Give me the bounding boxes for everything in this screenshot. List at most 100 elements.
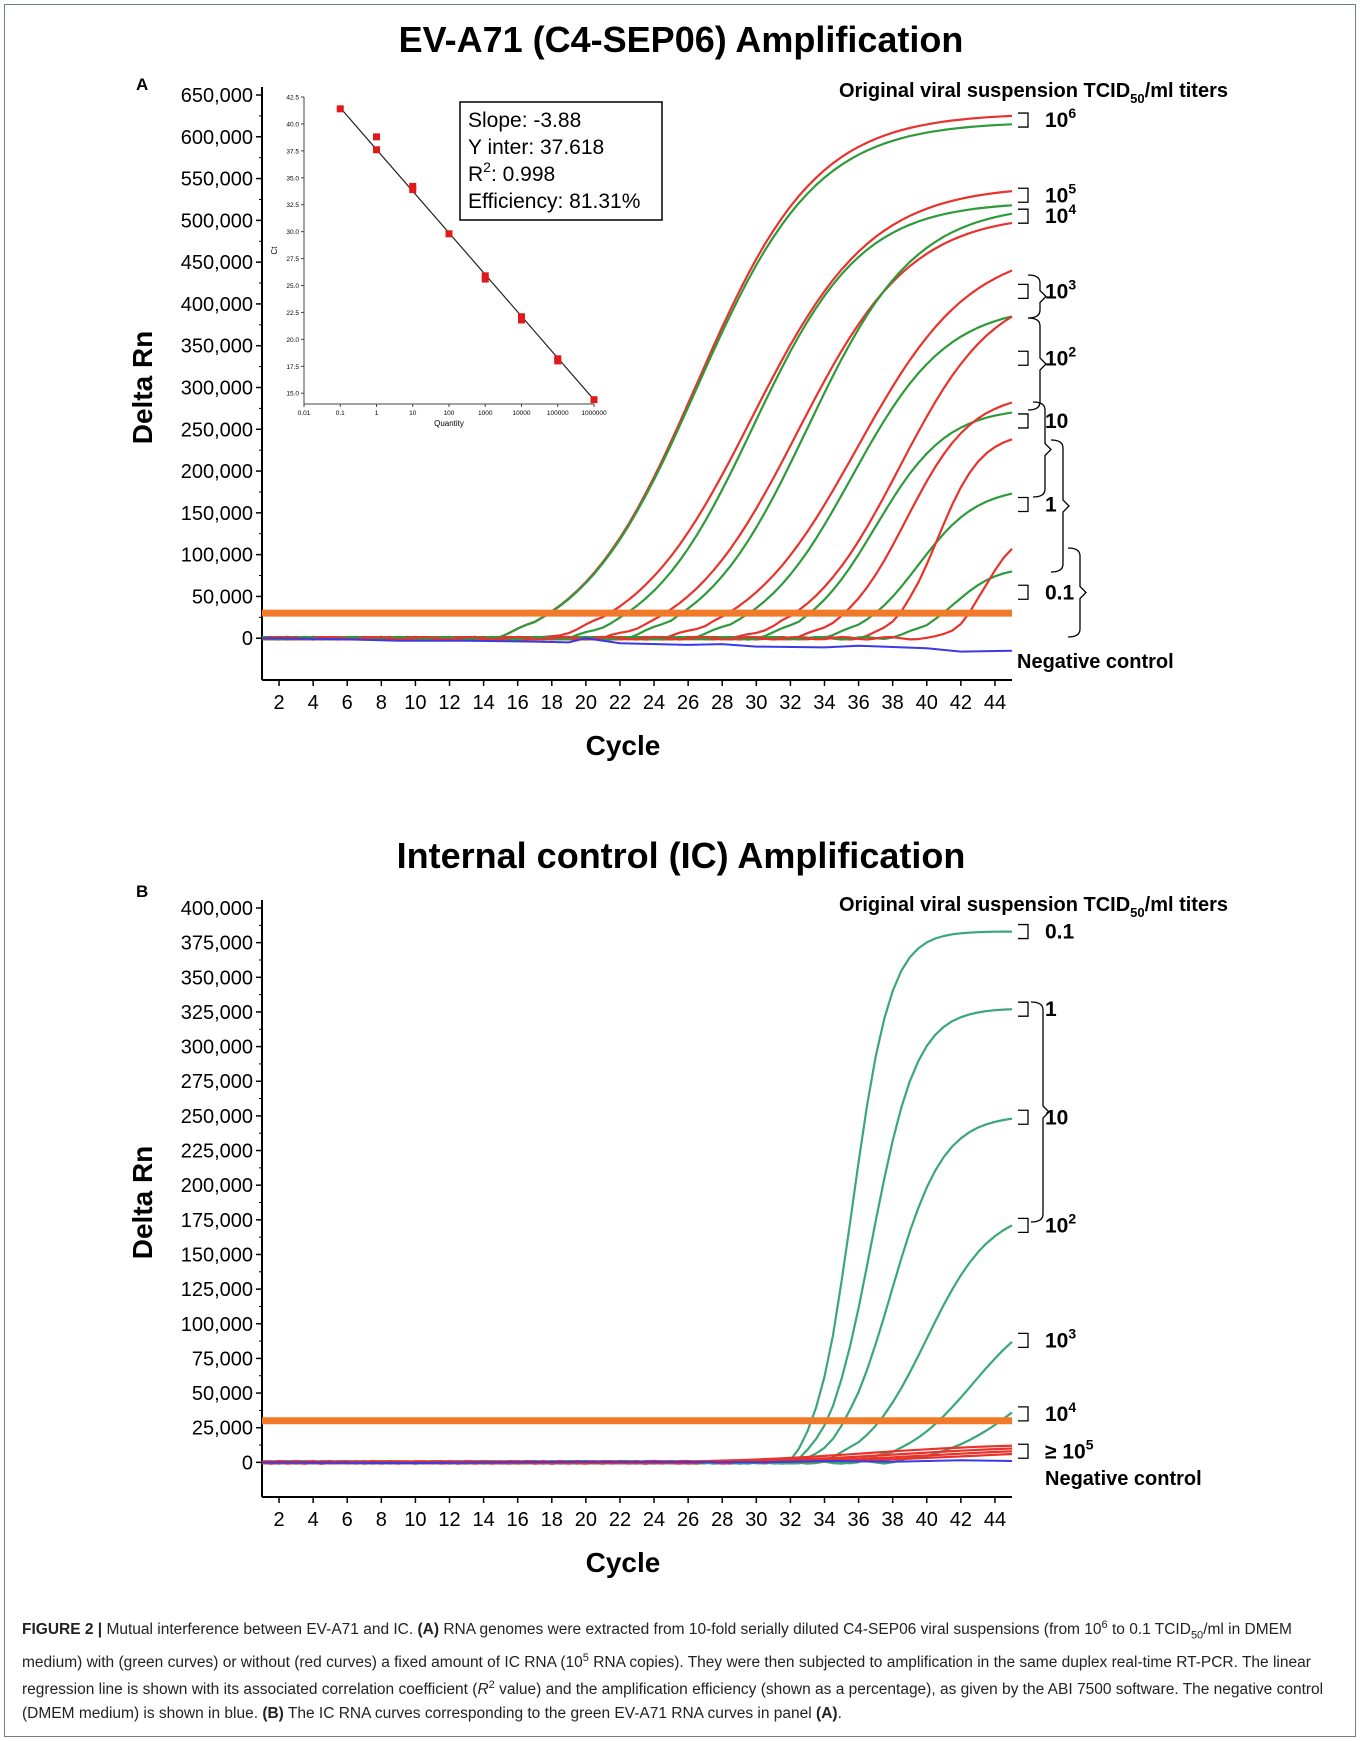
inset-y-tick-label: 37.5 bbox=[286, 148, 299, 155]
series-line-red bbox=[261, 221, 1013, 641]
y-tick-label: 100,000 bbox=[181, 1314, 253, 1336]
regression-line bbox=[339, 107, 595, 401]
dilution-bracket bbox=[1018, 350, 1029, 366]
dilution-bracket bbox=[1018, 1443, 1029, 1459]
y-tick-label: 200,000 bbox=[181, 461, 253, 483]
x-tick-label: 26 bbox=[677, 692, 699, 714]
y-tick-label: 300,000 bbox=[181, 378, 253, 400]
dilution-label: 103 bbox=[1045, 276, 1076, 303]
bracket-10 bbox=[1032, 401, 1052, 498]
x-tick-label: 2 bbox=[273, 1509, 284, 1531]
dilution-bracket bbox=[1018, 1109, 1029, 1125]
inset-x-tick-label: 0.1 bbox=[336, 410, 345, 417]
dilution-bracket bbox=[1018, 112, 1029, 128]
dilution-bracket bbox=[1018, 923, 1029, 940]
x-tick-label: 2 bbox=[273, 692, 284, 714]
inset-y-tick-label: 42.5 bbox=[286, 95, 299, 102]
x-tick-label: 22 bbox=[609, 692, 631, 714]
inset-y-tick-label: 22.5 bbox=[286, 310, 299, 317]
inset-point bbox=[336, 105, 344, 113]
x-tick-label: 10 bbox=[404, 1509, 426, 1531]
inset-y-tick-label: 30.0 bbox=[286, 229, 299, 236]
inset-point bbox=[373, 146, 380, 154]
dilution-label: 104 bbox=[1045, 201, 1076, 228]
x-tick-label: 16 bbox=[507, 692, 529, 714]
caption-fragment: The IC RNA curves corresponding to the g… bbox=[283, 1704, 817, 1722]
y-tick-label: 400,000 bbox=[181, 898, 253, 920]
dilution-label: 105 bbox=[1045, 180, 1076, 207]
caption-fragment: R bbox=[477, 1681, 489, 1699]
x-tick-label: 14 bbox=[472, 692, 494, 714]
x-tick-label: 18 bbox=[541, 692, 563, 714]
x-tick-label: 42 bbox=[950, 1509, 972, 1531]
y-tick-label: 325,000 bbox=[181, 1002, 253, 1024]
x-tick-label: 6 bbox=[342, 692, 353, 714]
inset-point bbox=[518, 316, 525, 324]
dilution-label: 0.1 bbox=[1045, 921, 1075, 944]
inset-y-label: Ct bbox=[270, 246, 279, 255]
y-tick-label: 175,000 bbox=[181, 1210, 253, 1232]
y-tick-label: 50,000 bbox=[192, 1383, 253, 1405]
inset-y-tick-label: 17.5 bbox=[286, 364, 299, 371]
figure-frame bbox=[4, 4, 1356, 1737]
series-line-red bbox=[261, 548, 1013, 641]
x-tick-label: 22 bbox=[609, 1509, 631, 1531]
dilution-label: 10 bbox=[1045, 410, 1068, 433]
x-tick-label: 38 bbox=[882, 1509, 904, 1531]
dilution-label: 103 bbox=[1045, 1325, 1076, 1352]
series-line-green bbox=[261, 212, 1013, 641]
y-tick-label: 150,000 bbox=[181, 1244, 253, 1266]
dilution-label: 1 bbox=[1045, 494, 1057, 517]
series-group bbox=[261, 114, 1013, 641]
caption-fragment: 50 bbox=[1190, 1629, 1204, 1642]
dilution-label: 0.1 bbox=[1045, 581, 1075, 604]
negative-control-line bbox=[261, 1459, 1013, 1465]
x-tick-label: 30 bbox=[745, 692, 767, 714]
bracket-b-upper bbox=[1030, 1001, 1050, 1223]
y-axis-label: Delta Rn bbox=[127, 1146, 158, 1260]
y-tick-label: 500,000 bbox=[181, 210, 253, 232]
stat-r2: R2: 0.998 bbox=[468, 159, 555, 186]
negative-control-label: Negative control bbox=[1045, 1468, 1202, 1490]
panel-b: Internal control (IC) Amplification B 0 25,… bbox=[127, 835, 1228, 1578]
series-line-green bbox=[261, 1340, 1013, 1465]
inset-y-tick-label: 32.5 bbox=[286, 202, 299, 209]
chart-title: Internal control (IC) Amplification bbox=[397, 835, 966, 876]
series-line-green bbox=[261, 492, 1013, 641]
caption-figure-label: FIGURE 2 | bbox=[22, 1621, 103, 1639]
caption-fragment: RNA copies). They were then subjected to… bbox=[22, 1654, 1311, 1699]
caption-fragment: . bbox=[837, 1704, 842, 1722]
series-line-red bbox=[261, 315, 1013, 641]
caption-fragment: (A) bbox=[417, 1621, 440, 1639]
caption-fragment: (B) bbox=[262, 1704, 284, 1722]
y-tick-label: 0 bbox=[242, 628, 253, 650]
y-tick-label: 375,000 bbox=[181, 933, 253, 955]
x-tick-label: 12 bbox=[438, 692, 460, 714]
dilution-bracket bbox=[1018, 1001, 1029, 1017]
x-tick-label: 28 bbox=[711, 1509, 733, 1531]
x-tick-label: 24 bbox=[643, 1509, 665, 1531]
legend-header: Original viral suspension TCID50/ml tite… bbox=[839, 80, 1228, 106]
x-tick-label: 12 bbox=[438, 1509, 460, 1531]
inset-y-tick-label: 27.5 bbox=[286, 256, 299, 263]
x-axis-label: Cycle bbox=[586, 730, 661, 761]
dilution-label: 10 bbox=[1045, 1106, 1068, 1129]
legend-header: Original viral suspension TCID50/ml tite… bbox=[839, 894, 1228, 920]
series-line-green bbox=[261, 204, 1013, 641]
inset-y-tick-label: 15.0 bbox=[286, 391, 299, 398]
caption-fragment: to 0.1 TCID bbox=[1107, 1621, 1191, 1639]
inset-x-tick-label: 1 bbox=[375, 410, 379, 417]
x-tick-label: 8 bbox=[376, 692, 387, 714]
bracket-1 bbox=[1050, 439, 1070, 573]
inset-x-tick-label: 10000 bbox=[512, 410, 530, 417]
inset-point bbox=[409, 186, 417, 194]
bracket-1e3 bbox=[1027, 274, 1047, 319]
inset-point bbox=[445, 230, 453, 238]
x-tick-label: 36 bbox=[847, 692, 869, 714]
figure-canvas: EV-A71 (C4-SEP06) Amplification A 0 50,000 1… bbox=[127, 19, 1228, 1578]
series-line-green bbox=[261, 1117, 1013, 1465]
series-line-green bbox=[261, 930, 1012, 1465]
x-tick-label: 20 bbox=[575, 1509, 597, 1531]
dilution-label: ≥ 105 bbox=[1045, 1436, 1094, 1463]
y-tick-label: 275,000 bbox=[181, 1071, 253, 1093]
